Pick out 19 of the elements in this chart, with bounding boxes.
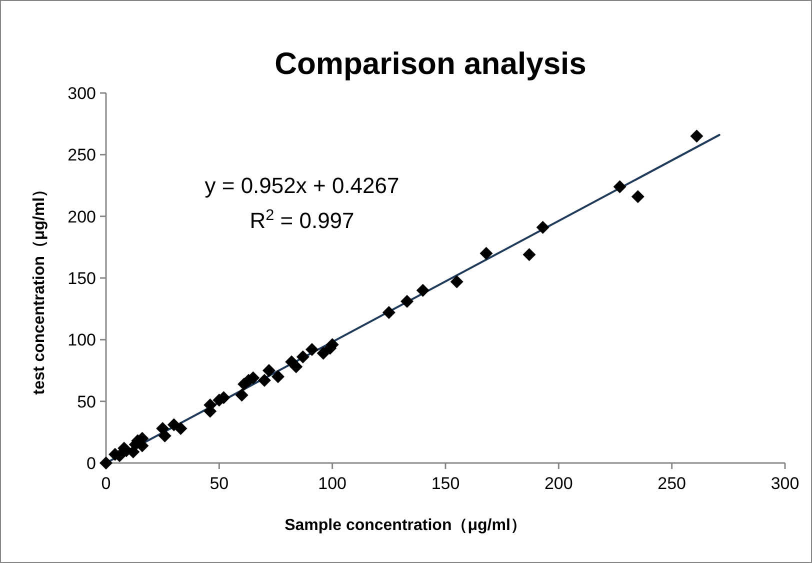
y-tick-label: 200 [68, 207, 96, 226]
x-tick-label: 150 [431, 474, 460, 493]
y-tick-label: 250 [68, 146, 96, 165]
x-tick-label: 0 [101, 474, 111, 493]
x-tick-label: 100 [318, 474, 347, 493]
y-tick-label: 150 [68, 269, 96, 288]
y-tick-label: 50 [77, 392, 96, 412]
x-tick-label: 200 [544, 474, 573, 493]
annotation: R$^{2}$ = 0.997 [250, 206, 354, 233]
x-axis-title: Sample concentration（μg/ml） [284, 517, 526, 534]
annotation: y = 0.952x + 0.4267 [204, 173, 400, 198]
chart-title: Comparison analysis [274, 46, 586, 81]
x-tick-label: 250 [658, 474, 686, 493]
x-tick-label: 50 [210, 474, 229, 493]
y-tick-label: 300 [68, 84, 96, 103]
y-tick-label: 100 [68, 330, 96, 350]
y-tick-label: 0 [86, 454, 96, 473]
y-axis-title: test concentration（μg/ml） [31, 181, 48, 395]
x-tick-label: 300 [770, 474, 800, 493]
